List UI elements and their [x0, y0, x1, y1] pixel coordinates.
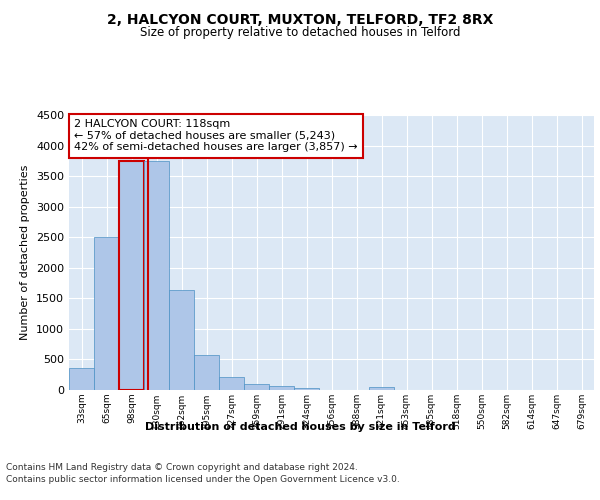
- Bar: [194, 354, 219, 390]
- Bar: [94, 237, 119, 390]
- Text: Distribution of detached houses by size in Telford: Distribution of detached houses by size …: [145, 422, 455, 432]
- Text: Contains public sector information licensed under the Open Government Licence v3: Contains public sector information licen…: [6, 475, 400, 484]
- Bar: [369, 386, 394, 390]
- Text: 2, HALCYON COURT, MUXTON, TELFORD, TF2 8RX: 2, HALCYON COURT, MUXTON, TELFORD, TF2 8…: [107, 12, 493, 26]
- Bar: [169, 290, 194, 390]
- Bar: [144, 161, 169, 390]
- Bar: [69, 368, 94, 390]
- Bar: [294, 388, 319, 390]
- Bar: [244, 384, 269, 390]
- Text: Size of property relative to detached houses in Telford: Size of property relative to detached ho…: [140, 26, 460, 39]
- Bar: [119, 161, 144, 390]
- Text: 2 HALCYON COURT: 118sqm
← 57% of detached houses are smaller (5,243)
42% of semi: 2 HALCYON COURT: 118sqm ← 57% of detache…: [74, 119, 358, 152]
- Text: Contains HM Land Registry data © Crown copyright and database right 2024.: Contains HM Land Registry data © Crown c…: [6, 462, 358, 471]
- Bar: [219, 376, 244, 390]
- Bar: [269, 386, 294, 390]
- Y-axis label: Number of detached properties: Number of detached properties: [20, 165, 31, 340]
